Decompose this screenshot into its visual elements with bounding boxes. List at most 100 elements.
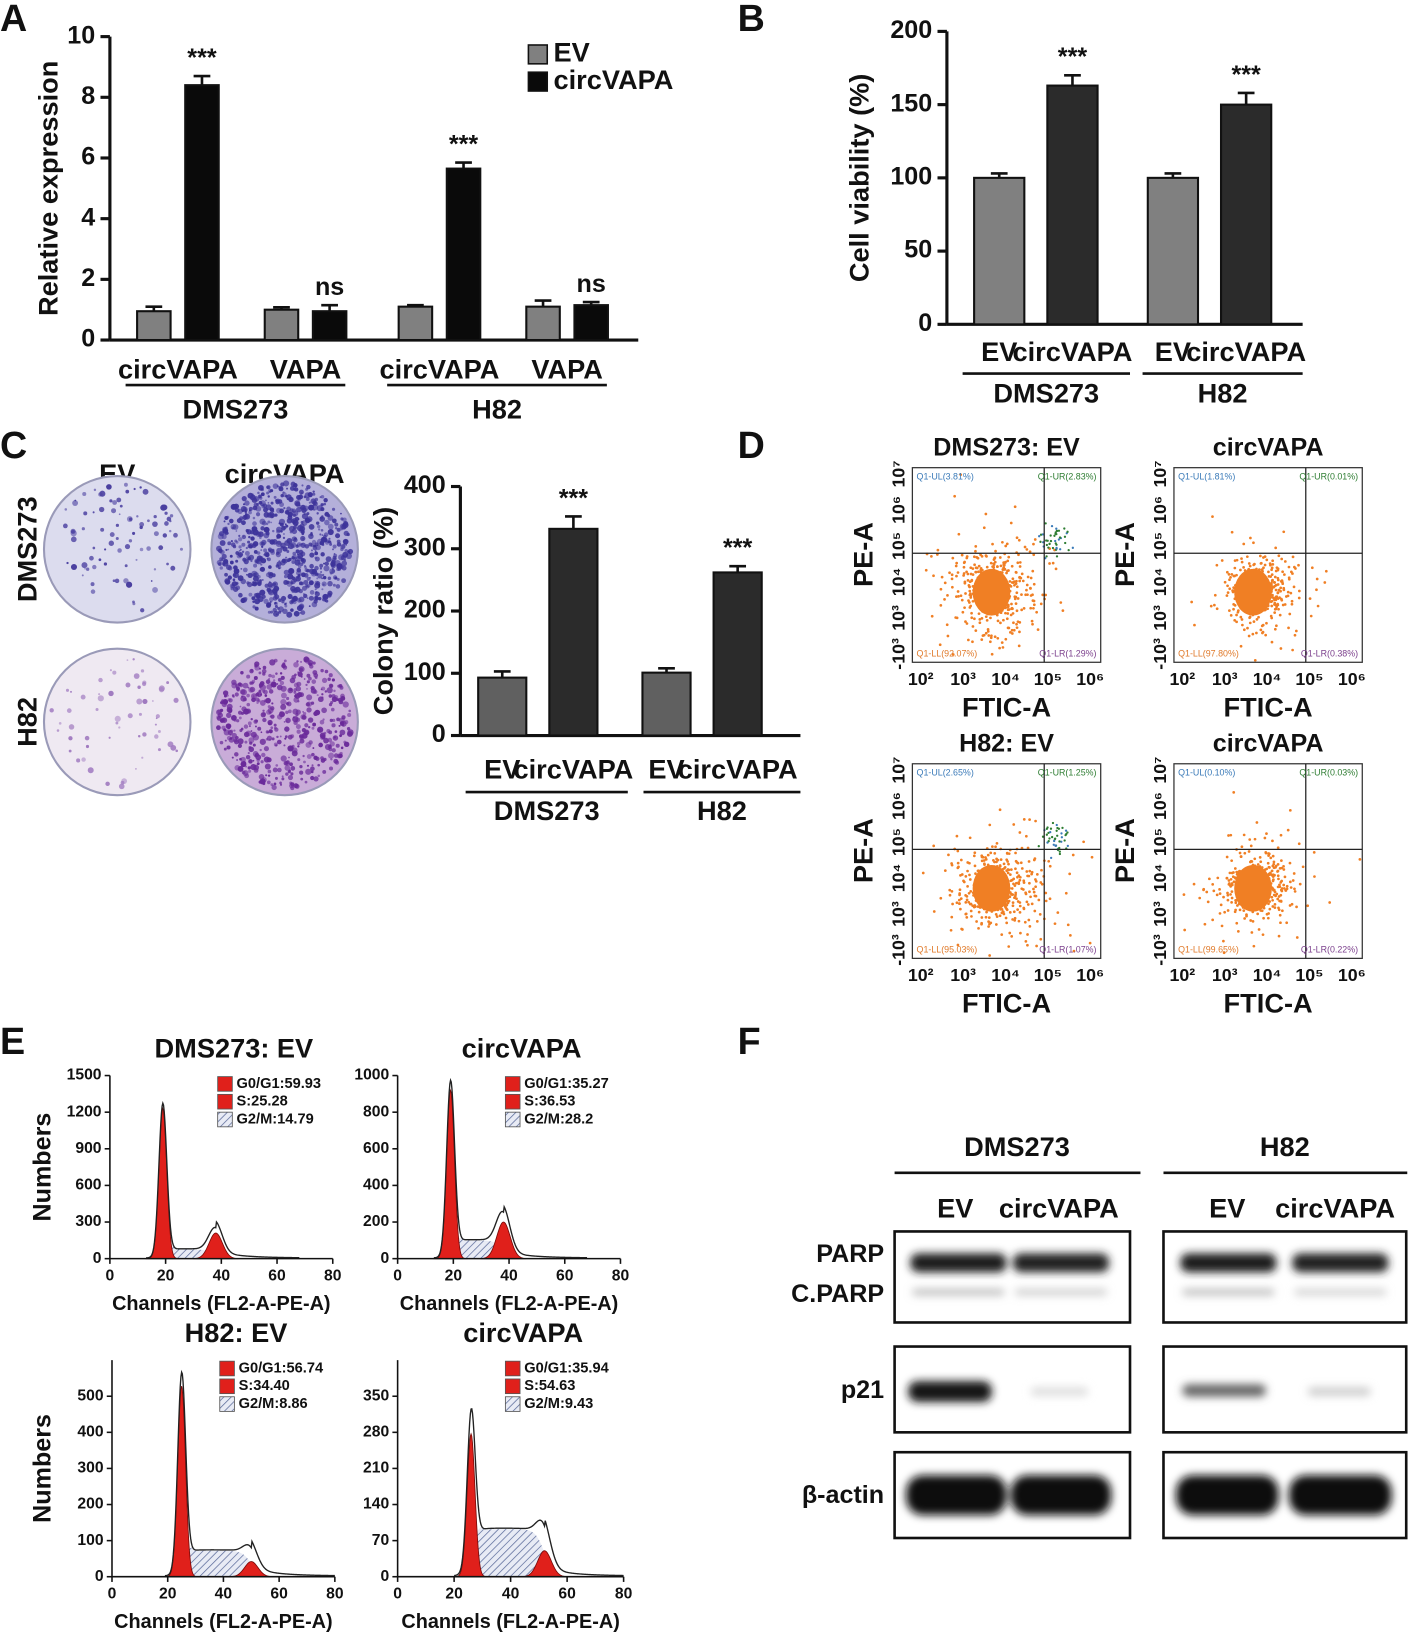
colony <box>283 744 285 746</box>
colony <box>225 549 227 551</box>
colony <box>322 678 327 683</box>
event-dot <box>992 566 995 569</box>
colony <box>255 559 259 563</box>
event-dot <box>987 925 990 928</box>
colony <box>252 600 255 603</box>
colony <box>242 496 247 501</box>
x-tick-label: 40 <box>502 1586 520 1603</box>
y-tick-label: 10⁵ <box>1150 828 1170 856</box>
event-dot <box>1316 578 1319 581</box>
colony <box>93 511 95 513</box>
event-dot <box>1271 641 1274 644</box>
event-dot <box>1055 542 1057 544</box>
colony <box>344 540 346 542</box>
colony <box>286 494 292 500</box>
event-dot <box>1248 635 1251 638</box>
event-dot <box>1031 871 1034 874</box>
colony <box>248 770 251 773</box>
colony <box>240 568 242 570</box>
colony <box>337 754 342 759</box>
event-dot <box>1230 859 1233 862</box>
event-dot <box>1270 615 1273 618</box>
event-dot <box>1249 861 1252 864</box>
colony <box>265 698 271 704</box>
event-dot <box>1259 860 1262 863</box>
event-dot <box>970 616 973 619</box>
colony <box>268 502 270 504</box>
event-dot <box>1232 608 1235 611</box>
y-tick-label: 10⁶ <box>889 792 909 820</box>
quadrant-label: Q1-LR(0.38%) <box>1301 648 1358 658</box>
colony <box>238 545 241 548</box>
flow-plot: Q1-UL(2.65%)Q1-UR(1.25%)Q1-LL(95.03%)Q1-… <box>847 730 1104 1019</box>
event-dot <box>1211 515 1214 518</box>
colony <box>110 669 112 671</box>
event-dot <box>1033 891 1036 894</box>
colony <box>94 489 96 491</box>
event-dot <box>973 555 976 558</box>
colony <box>263 782 266 785</box>
event-dot <box>1252 541 1255 544</box>
colony <box>276 736 278 738</box>
event-dot <box>1046 834 1048 836</box>
event-dot <box>1296 936 1299 939</box>
x-tick-label: 10⁵ <box>1034 965 1062 985</box>
colony <box>314 583 320 589</box>
event-dot <box>1010 893 1013 896</box>
colony <box>284 603 286 605</box>
colony <box>323 535 327 539</box>
colony <box>275 672 278 675</box>
event-dot <box>1243 917 1246 920</box>
panel-letter: A <box>0 0 27 39</box>
event-dot <box>1012 581 1015 584</box>
event-dot <box>1231 890 1234 893</box>
event-dot <box>1293 888 1296 891</box>
event-dot <box>939 643 942 646</box>
event-dot <box>1227 591 1230 594</box>
event-dot <box>999 556 1002 559</box>
event-dot <box>951 864 954 867</box>
event-dot <box>1235 922 1238 925</box>
event-dot <box>1082 840 1085 843</box>
colony <box>339 565 343 569</box>
colony <box>88 767 94 773</box>
event-dot <box>950 929 953 932</box>
colony <box>160 505 166 511</box>
event-dot <box>1018 631 1021 634</box>
plot-frame <box>912 468 1100 663</box>
colony <box>248 536 250 538</box>
event-dot <box>1010 522 1013 525</box>
event-dot <box>991 543 994 546</box>
colony <box>246 694 250 698</box>
event-dot <box>1288 576 1291 579</box>
event-dot <box>968 892 971 895</box>
colony <box>276 541 282 547</box>
event-dot <box>1021 867 1024 870</box>
colony <box>328 540 331 543</box>
x-tick-label: 10⁴ <box>991 965 1020 985</box>
colony <box>260 549 262 551</box>
colony <box>253 517 256 520</box>
legend-swatch <box>528 72 547 91</box>
event-dot <box>1032 607 1035 610</box>
event-dot <box>960 897 963 900</box>
event-dot <box>1026 944 1029 947</box>
colony <box>308 519 310 521</box>
event-dot <box>1233 619 1236 622</box>
colony <box>331 708 335 712</box>
colony <box>252 521 257 526</box>
colony <box>86 568 89 571</box>
event-dot <box>1015 602 1018 605</box>
event-dot <box>967 579 970 582</box>
colony <box>164 521 169 526</box>
event-dot <box>967 573 970 576</box>
event-dot <box>1284 560 1287 563</box>
y-tick-label: 400 <box>77 1423 103 1440</box>
event-dot <box>1272 863 1275 866</box>
colony <box>173 533 178 538</box>
event-dot <box>1252 564 1255 567</box>
event-dot <box>966 870 969 873</box>
colony-plate <box>211 649 357 795</box>
event-dot <box>1278 589 1281 592</box>
x-tick-label: 10⁵ <box>1295 965 1323 985</box>
